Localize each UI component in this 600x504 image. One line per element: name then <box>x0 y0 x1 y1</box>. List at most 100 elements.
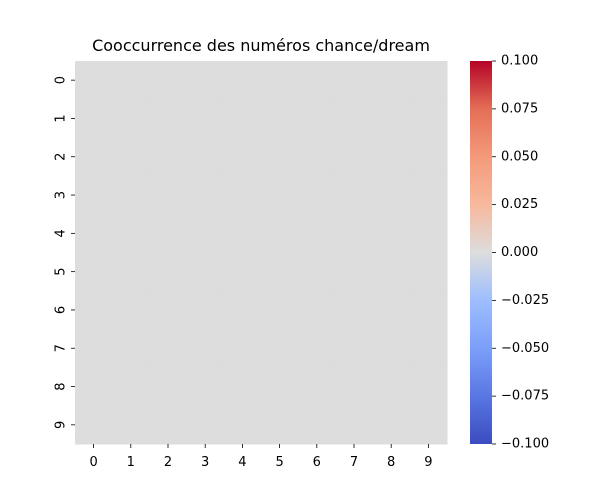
heatmap-cell-8-7 <box>335 367 374 407</box>
colorbar-tick-label-5: −0.025 <box>501 293 549 308</box>
heatmap-cell-4-6 <box>298 214 336 253</box>
heatmap-cell-9-8 <box>372 405 411 445</box>
heatmap-cell-6-2 <box>149 290 188 330</box>
colorbar-tick-label-0: 0.100 <box>501 54 538 69</box>
colorbar-ticks: 0.100 0.075 0.050 0.025 0.000 −0.025 −0.050 −0.… <box>492 54 549 452</box>
heatmap-cell-7-5 <box>261 329 299 368</box>
heatmap-cell-0-0 <box>75 61 113 100</box>
x-tick-label-9: 9 <box>424 455 432 470</box>
heatmap-cell-9-9 <box>409 405 448 445</box>
heatmap-cell-8-9 <box>409 367 448 407</box>
colorbar: 0.100 0.075 0.050 0.025 0.000 −0.025 −0.050 −0.… <box>470 54 549 452</box>
heatmap-cell-5-5 <box>261 252 299 292</box>
heatmap-cell-1-5 <box>261 99 299 139</box>
y-tick-label-5: 5 <box>54 268 69 276</box>
heatmap-cell-7-2 <box>149 329 188 368</box>
heatmap-cell-6-9 <box>409 290 448 330</box>
heatmap-cell-1-9 <box>409 99 448 139</box>
y-tick-label-8: 8 <box>54 382 69 390</box>
heatmap-cell-4-0 <box>75 214 113 253</box>
heatmap-cell-2-9 <box>409 137 448 177</box>
colorbar-tick-label-1: 0.075 <box>501 101 538 116</box>
heatmap-cell-0-8 <box>372 61 411 100</box>
heatmap-cell-2-1 <box>112 137 150 177</box>
heatmap-cell-1-8 <box>372 99 411 139</box>
heatmap-cell-1-6 <box>298 99 336 139</box>
heatmap-cell-8-5 <box>261 367 299 407</box>
heatmap-cell-5-7 <box>335 252 374 292</box>
heatmap-cell-4-2 <box>149 214 188 253</box>
y-tick-label-6: 6 <box>54 306 69 314</box>
x-tick-label-3: 3 <box>201 455 209 470</box>
heatmap-cell-0-9 <box>409 61 448 100</box>
heatmap-cell-9-6 <box>298 405 336 445</box>
heatmap-cell-0-4 <box>223 61 262 100</box>
heatmap-cell-7-3 <box>186 329 225 368</box>
heatmap-cell-5-6 <box>298 252 336 292</box>
heatmap-cells <box>75 61 448 445</box>
heatmap-cell-1-7 <box>335 99 374 139</box>
colorbar-tick-label-8: −0.100 <box>501 437 549 452</box>
heatmap-cell-0-2 <box>149 61 188 100</box>
heatmap-cell-3-1 <box>112 175 150 215</box>
y-tick-label-9: 9 <box>54 421 69 429</box>
heatmap-cell-9-1 <box>112 405 150 445</box>
heatmap-cell-3-6 <box>298 175 336 215</box>
heatmap-cell-8-0 <box>75 367 113 407</box>
colorbar-tick-label-3: 0.025 <box>501 197 538 212</box>
heatmap-cell-1-0 <box>75 99 113 139</box>
heatmap-cell-7-1 <box>112 329 150 368</box>
heatmap-cell-2-7 <box>335 137 374 177</box>
heatmap-cell-1-1 <box>112 99 150 139</box>
heatmap-cell-3-5 <box>261 175 299 215</box>
heatmap-cell-7-6 <box>298 329 336 368</box>
heatmap-cell-2-5 <box>261 137 299 177</box>
y-tick-label-3: 3 <box>54 191 69 199</box>
heatmap-cell-8-4 <box>223 367 262 407</box>
y-tick-label-1: 1 <box>54 114 69 122</box>
heatmap-cell-3-7 <box>335 175 374 215</box>
x-tick-label-0: 0 <box>89 455 97 470</box>
heatmap-cell-2-2 <box>149 137 188 177</box>
heatmap-cell-4-9 <box>409 214 448 253</box>
heatmap-cell-6-1 <box>112 290 150 330</box>
heatmap-cell-9-0 <box>75 405 113 445</box>
colorbar-tick-label-6: −0.050 <box>501 341 549 356</box>
x-tick-label-7: 7 <box>350 455 358 470</box>
colorbar-gradient <box>470 61 492 444</box>
heatmap-cell-6-8 <box>372 290 411 330</box>
colorbar-tick-label-7: −0.075 <box>501 389 549 404</box>
heatmap-cell-3-4 <box>223 175 262 215</box>
x-tick-label-8: 8 <box>387 455 395 470</box>
heatmap-cell-3-9 <box>409 175 448 215</box>
heatmap-cell-9-3 <box>186 405 225 445</box>
heatmap-cell-0-3 <box>186 61 225 100</box>
heatmap-cell-9-5 <box>261 405 299 445</box>
heatmap-cell-8-6 <box>298 367 336 407</box>
heatmap-cell-4-7 <box>335 214 374 253</box>
heatmap-cell-2-4 <box>223 137 262 177</box>
heatmap-cell-5-3 <box>186 252 225 292</box>
heatmap-cell-8-3 <box>186 367 225 407</box>
heatmap-cell-5-2 <box>149 252 188 292</box>
heatmap-cell-4-1 <box>112 214 150 253</box>
heatmap-cell-8-2 <box>149 367 188 407</box>
heatmap-cell-6-7 <box>335 290 374 330</box>
heatmap-cell-0-7 <box>335 61 374 100</box>
heatmap-cell-6-5 <box>261 290 299 330</box>
heatmap-cell-2-6 <box>298 137 336 177</box>
heatmap-cell-3-3 <box>186 175 225 215</box>
heatmap-cell-3-8 <box>372 175 411 215</box>
heatmap-cell-6-6 <box>298 290 336 330</box>
heatmap-cell-6-4 <box>223 290 262 330</box>
y-axis: 0 1 2 3 4 5 6 7 8 9 <box>54 76 75 429</box>
heatmap-cell-5-0 <box>75 252 113 292</box>
chart-title: Cooccurrence des numéros chance/dream <box>92 36 430 55</box>
heatmap-cell-8-8 <box>372 367 411 407</box>
colorbar-tick-label-2: 0.050 <box>501 149 538 164</box>
y-tick-label-0: 0 <box>54 76 69 84</box>
heatmap-cell-5-4 <box>223 252 262 292</box>
heatmap-cell-3-2 <box>149 175 188 215</box>
heatmap-cell-4-3 <box>186 214 225 253</box>
